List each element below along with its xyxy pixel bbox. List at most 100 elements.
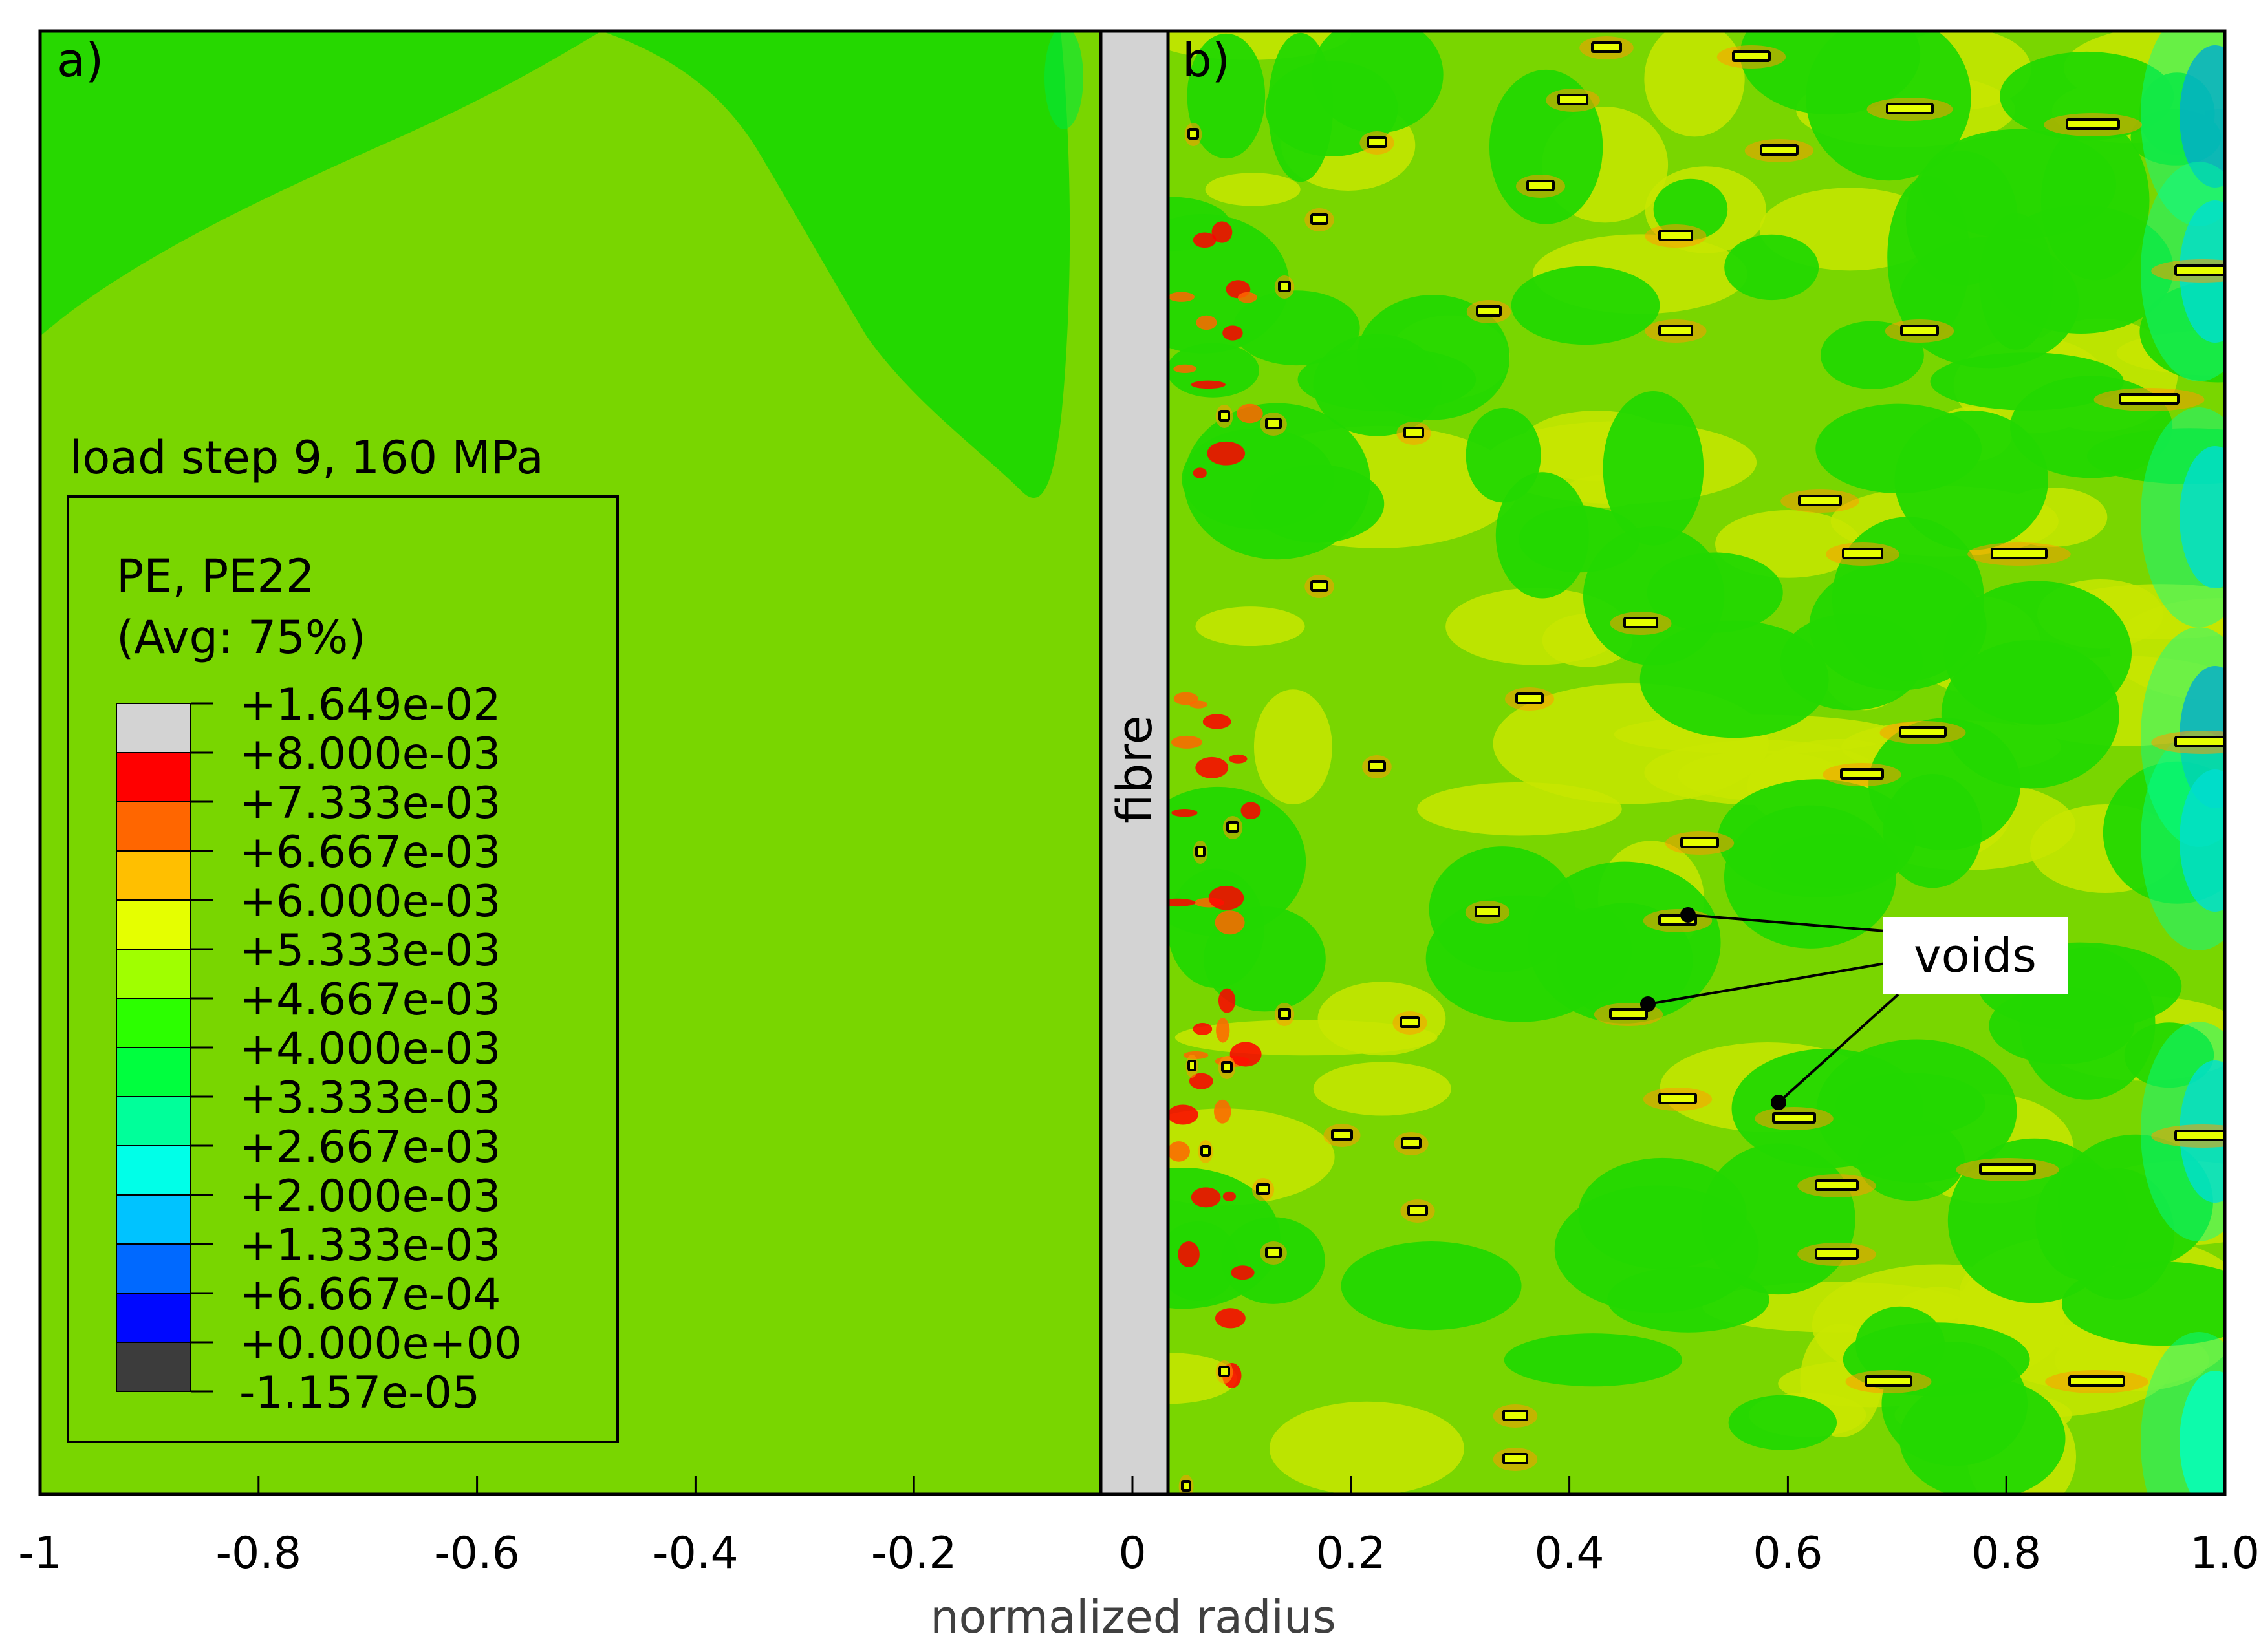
contour-patch [1504, 1333, 1683, 1387]
contour-patch [1191, 380, 1226, 389]
void [1658, 230, 1693, 241]
contour-patch [1313, 334, 1442, 436]
panel-a-green-region [40, 31, 1070, 498]
void [1591, 41, 1622, 53]
contour-patch [1168, 898, 1196, 907]
x-tick-label: -0.8 [215, 1528, 301, 1579]
contour-patch [1519, 506, 1640, 573]
legend-swatch [116, 949, 191, 999]
x-tick-label: -0.6 [434, 1528, 520, 1579]
contour-patch [2035, 1163, 2130, 1280]
voids-leader-line [1777, 993, 1899, 1104]
x-tick-label: 1.0 [2190, 1528, 2260, 1579]
contour-patch [1196, 315, 1217, 330]
void [1226, 821, 1239, 833]
legend-swatch [116, 998, 191, 1048]
void [1557, 94, 1588, 105]
voids-leader-line [1647, 962, 1886, 1005]
void [1865, 1375, 1912, 1387]
contour-patch [2180, 45, 2225, 188]
contour-patch [1189, 1073, 1213, 1089]
legend-level-label: +1.333e-03 [239, 1220, 501, 1271]
legend-levels: +1.649e-02+8.000e-03+7.333e-03+6.667e-03… [191, 680, 522, 1419]
legend-title: load step 9, 160 MPa [70, 431, 544, 484]
void [1256, 1183, 1270, 1195]
legend-box [67, 495, 619, 1443]
legend-colorbar [116, 703, 191, 1392]
contour-patch [1237, 403, 1263, 424]
x-tick-label: -0.2 [871, 1528, 957, 1579]
void [2119, 393, 2180, 405]
legend-level-label: +2.667e-03 [239, 1122, 501, 1173]
contour-patch [1231, 1265, 1255, 1280]
contour-patch [1193, 467, 1207, 478]
x-tick-label: -0.4 [653, 1528, 739, 1579]
contour-patch [2180, 1371, 2225, 1494]
contour-patch [1229, 1042, 1262, 1067]
legend-level-label: +8.000e-03 [239, 729, 501, 780]
contour-patch [1168, 343, 1260, 398]
void [1400, 1016, 1420, 1028]
void [1187, 128, 1199, 140]
contour-patch [1222, 325, 1243, 341]
contour-patch [1168, 1104, 1198, 1125]
contour-patch [1193, 232, 1217, 248]
contour-patch [1341, 1241, 1522, 1331]
void [1680, 837, 1719, 848]
void [1772, 1112, 1816, 1124]
legend-swatch [116, 801, 191, 852]
legend-swatch [116, 703, 191, 753]
contour-patch [2180, 769, 2225, 912]
legend-level-label: +4.667e-03 [239, 974, 501, 1025]
contour-patch [1233, 290, 1360, 366]
contour-patch [1724, 234, 1819, 301]
legend-level-label: +3.333e-03 [239, 1073, 501, 1124]
contour-patch [1213, 1099, 1231, 1124]
void [1218, 410, 1230, 422]
void [1842, 548, 1883, 559]
contour-patch [1187, 33, 1266, 159]
legend-swatch [116, 1342, 191, 1392]
legend-level-label: +6.000e-03 [239, 876, 501, 927]
contour-patch [1898, 237, 2079, 369]
contour-patch [1211, 221, 1233, 243]
void [2068, 1375, 2125, 1387]
contour-patch [2180, 446, 2225, 588]
legend-swatch [116, 1096, 191, 1146]
contour-patch [1195, 756, 1229, 778]
contour-patch [1868, 718, 2021, 851]
x-tick-label: 0.2 [1316, 1528, 1386, 1579]
contour-patch [1218, 988, 1236, 1013]
contour-patch [1229, 754, 1248, 764]
legend-level-label: +6.667e-03 [239, 827, 501, 878]
contour-patch [1173, 364, 1197, 374]
void [1200, 1145, 1211, 1157]
legend-variable: PE, PE22 [116, 550, 314, 603]
contour-patch [1168, 292, 1195, 302]
contour-patch [1215, 910, 1245, 935]
legend-level-label: +4.000e-03 [239, 1024, 501, 1075]
x-axis-label: normalized radius [930, 1591, 1336, 1644]
void [1181, 1480, 1191, 1492]
legend-level-label: -1.157e-05 [239, 1368, 480, 1419]
contour-patch [1466, 407, 1541, 503]
panel-b-contours [1168, 31, 2225, 1494]
x-tick-label: 0.6 [1753, 1528, 1823, 1579]
void [1278, 1008, 1291, 1020]
void [1310, 580, 1328, 592]
contour-patch [1647, 552, 1783, 633]
void [1899, 726, 1947, 738]
contour-patch [1216, 1018, 1230, 1043]
panel-a-green-band [40, 31, 601, 336]
x-tick-label: 0 [1118, 1528, 1146, 1579]
void [1367, 136, 1387, 148]
void [1515, 692, 1544, 704]
x-tick-label: 0.8 [1971, 1528, 2041, 1579]
contour-patch [1253, 689, 1332, 805]
legend-swatch [116, 1194, 191, 1245]
legend-swatch [116, 1047, 191, 1097]
contour-patch [1644, 31, 1745, 137]
panel-a-green-spot [1044, 31, 1083, 129]
legend-swatch [116, 850, 191, 901]
contour-patch [1240, 802, 1261, 819]
